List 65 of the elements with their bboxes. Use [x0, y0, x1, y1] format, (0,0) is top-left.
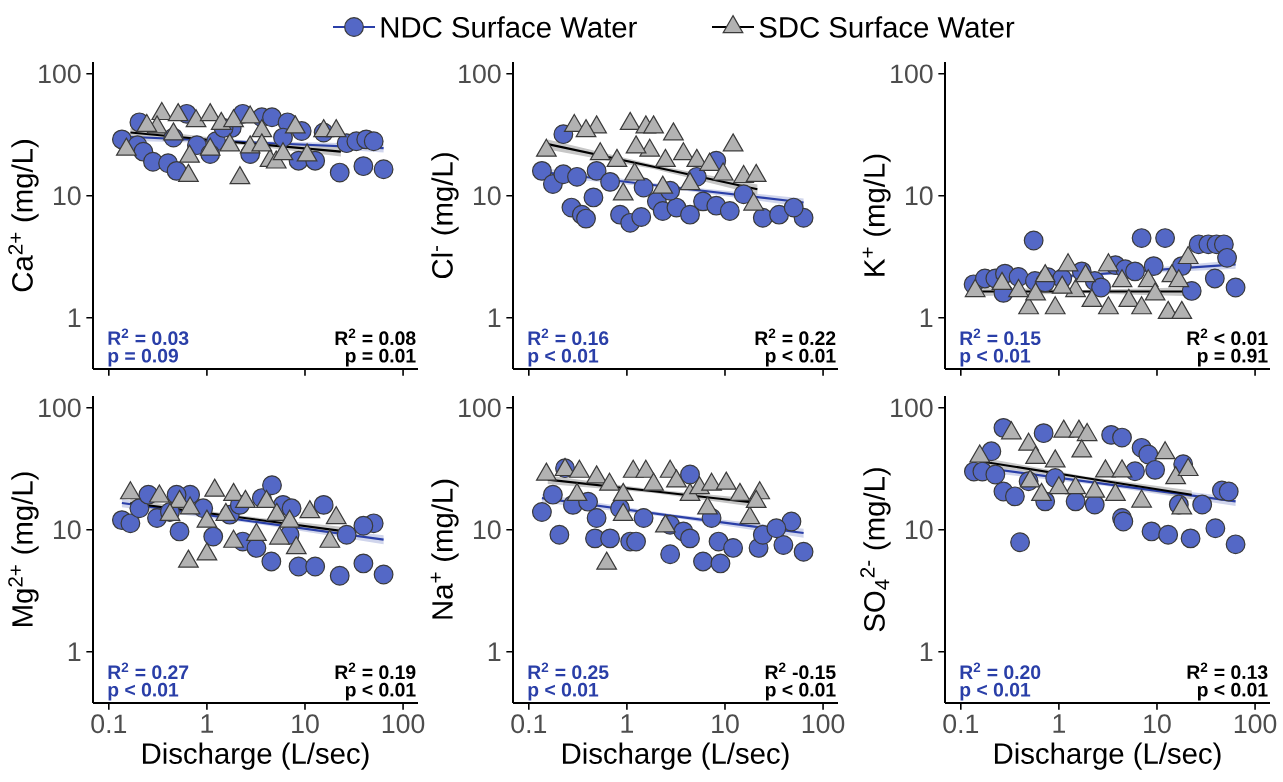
x-tick-label: 0.1	[511, 714, 547, 734]
x-tick-label: 0.1	[91, 714, 127, 734]
y-tick-label: 1	[920, 308, 933, 327]
x-tick-label: 100	[802, 714, 845, 734]
y-tick-label: 100	[891, 64, 933, 84]
annotation: p < 0.01	[765, 348, 836, 367]
annotation: R$^{2}$ -0.15	[765, 662, 836, 680]
y-tick-label: 100	[459, 398, 501, 418]
y-tick-label: 10	[54, 186, 81, 206]
annotation: R$^{2}$ = 0.15	[960, 328, 1041, 346]
annotation: R$^{2}$ = 0.03	[108, 328, 189, 346]
x-tick-label: 10	[712, 714, 739, 734]
y-axis-title: Na$^{+}$ (mg/L)	[430, 479, 459, 619]
x-tick-label: 10	[292, 714, 319, 734]
annotation: R$^{2}$ < 0.01	[1187, 328, 1268, 346]
x-tick-label: 1	[201, 714, 214, 733]
y-tick-label: 1	[488, 308, 501, 327]
annotation: p < 0.01	[1197, 682, 1268, 701]
y-axis-title: Cl$^{-}$ (mg/L)	[431, 153, 459, 279]
y-tick-label: 10	[906, 520, 933, 540]
annotation: p < 0.01	[528, 682, 599, 701]
y-tick-label: 1	[68, 308, 81, 327]
y-tick-label: 100	[891, 398, 933, 418]
y-tick-label: 100	[39, 398, 81, 418]
y-tick-label: 10	[906, 186, 933, 206]
annotation: p < 0.01	[960, 682, 1031, 701]
y-tick-label: 100	[39, 64, 81, 84]
y-tick-label: 1	[68, 642, 81, 661]
y-tick-label: 10	[474, 186, 501, 206]
y-axis-title: SO$_{4}$$^{2-}$ (mg/L)	[860, 468, 891, 632]
x-axis-title: Discharge (L/sec)	[994, 742, 1221, 770]
annotation: R$^{2}$ = 0.19	[335, 662, 416, 680]
y-tick-label: 1	[920, 642, 933, 661]
legend-label: SDC Surface Water	[759, 16, 1015, 38]
annotation: R$^{2}$ = 0.16	[528, 328, 609, 346]
annotation: p = 0.01	[345, 348, 416, 367]
annotation: R$^{2}$ = 0.22	[755, 328, 836, 346]
annotation: p < 0.01	[765, 682, 836, 701]
annotation: p < 0.01	[345, 682, 416, 701]
annotation: R$^{2}$ = 0.27	[108, 662, 189, 680]
x-tick-label: 100	[382, 714, 425, 734]
x-tick-label: 1	[621, 714, 634, 733]
y-tick-label: 10	[54, 520, 81, 540]
x-axis-title: Discharge (L/sec)	[562, 742, 789, 770]
x-tick-label: 1	[1053, 714, 1066, 733]
y-axis-title: K$^{+}$ (mg/L)	[862, 154, 891, 276]
y-tick-label: 1	[488, 642, 501, 661]
y-tick-label: 100	[459, 64, 501, 84]
annotation: R$^{2}$ = 0.08	[335, 328, 416, 346]
annotation: R$^{2}$ = 0.20	[960, 662, 1041, 680]
annotation: p < 0.01	[528, 348, 599, 367]
annotation: p = 0.09	[108, 348, 178, 367]
annotation: p < 0.01	[960, 348, 1031, 367]
y-axis-title: Ca$^{2+}$ (mg/L)	[8, 140, 39, 292]
annotation: R$^{2}$ = 0.25	[528, 662, 609, 680]
annotation: p = 0.91	[1197, 348, 1268, 367]
x-axis-title: Discharge (L/sec)	[142, 742, 369, 770]
legend-label: NDC Surface Water	[381, 16, 637, 38]
x-tick-label: 10	[1144, 714, 1171, 734]
annotation: p < 0.01	[108, 682, 179, 701]
y-axis-title: Mg$^{2+}$ (mg/L)	[8, 472, 39, 626]
annotation: R$^{2}$ = 0.13	[1187, 662, 1268, 680]
x-tick-label: 0.1	[943, 714, 979, 734]
x-tick-label: 100	[1234, 714, 1277, 734]
y-tick-label: 10	[474, 520, 501, 540]
